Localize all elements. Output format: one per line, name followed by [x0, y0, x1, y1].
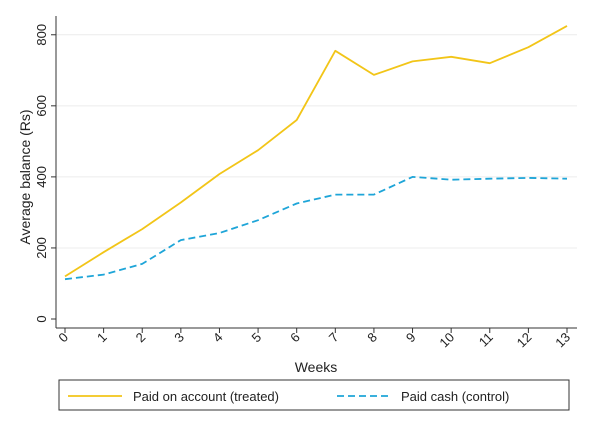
x-tick-label: 9 — [403, 330, 419, 346]
series-line-control — [64, 175, 568, 281]
legend-label: Paid cash (control) — [401, 389, 509, 404]
x-tick-label: 8 — [364, 330, 380, 346]
legend: Paid on account (treated) Paid cash (cont… — [58, 379, 570, 411]
legend-label: Paid on account (treated) — [133, 389, 279, 404]
y-tick-label: 0 — [34, 315, 49, 322]
x-tick-label: 6 — [287, 330, 303, 346]
y-tick-label: 400 — [34, 166, 49, 188]
x-tick-label: 4 — [210, 330, 226, 346]
x-tick-label: 5 — [248, 330, 264, 346]
x-tick-label: 0 — [55, 330, 71, 346]
series-line-treated — [64, 25, 568, 278]
x-tick-label: 12 — [514, 330, 535, 351]
x-tick-label: 1 — [94, 330, 110, 346]
gridlines — [56, 34, 577, 249]
x-tick-label: 7 — [326, 330, 342, 346]
y-tick-label: 600 — [34, 95, 49, 117]
y-tick-label: 800 — [34, 24, 49, 46]
y-axis-title: Average balance (Rs) — [17, 109, 33, 244]
x-axis-title: Weeks — [295, 359, 338, 375]
x-tick-label: 11 — [476, 330, 496, 350]
series-lines — [64, 25, 568, 281]
y-tick-label: 200 — [34, 237, 49, 259]
x-tick-label: 10 — [436, 330, 457, 351]
legend-box — [58, 379, 570, 411]
x-tick-label: 13 — [552, 330, 573, 351]
x-tick-label: 3 — [171, 330, 187, 346]
x-tick-label: 2 — [133, 330, 149, 346]
